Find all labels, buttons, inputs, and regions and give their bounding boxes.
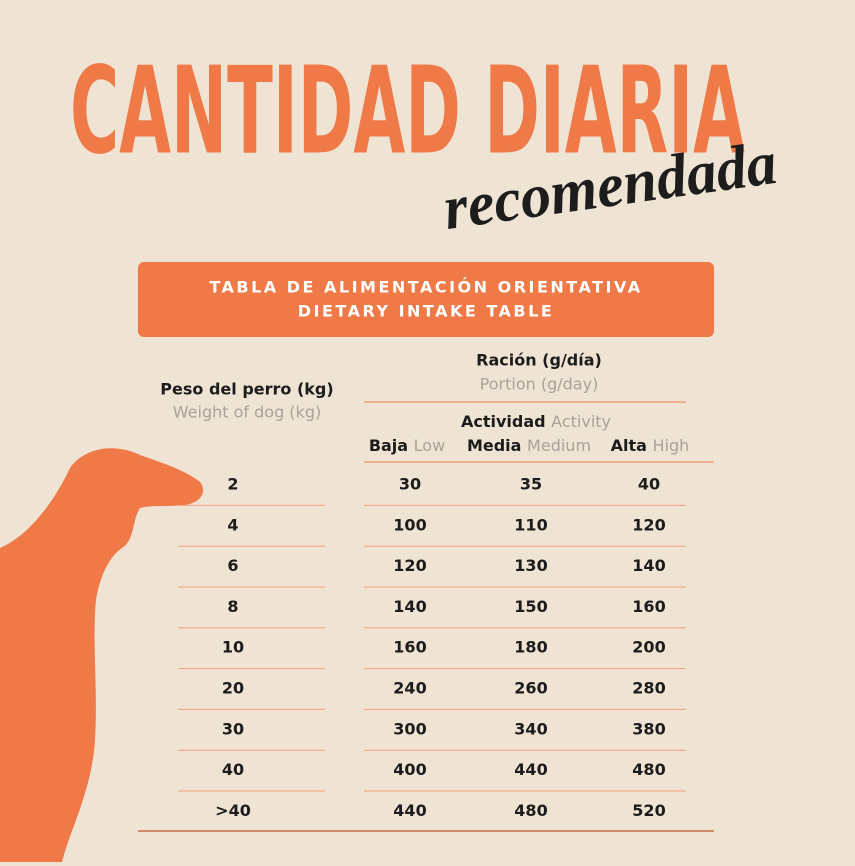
level-es: Alta bbox=[611, 436, 647, 455]
header-text: Weight of dog (kg) bbox=[173, 403, 321, 422]
level-en: Low bbox=[414, 436, 446, 455]
table-cell: 380 bbox=[632, 719, 665, 738]
table-cell: 20 bbox=[222, 679, 244, 698]
header-text: Peso del perro (kg) bbox=[160, 380, 333, 399]
level-en: Medium bbox=[527, 436, 591, 455]
table-cell: 30 bbox=[222, 719, 244, 738]
table-cell: 160 bbox=[632, 597, 665, 616]
table-cell: 40 bbox=[638, 475, 660, 494]
table-cell: 300 bbox=[393, 719, 426, 738]
levels: Baja Low Media Medium Alta High bbox=[369, 436, 690, 455]
table-cell: 200 bbox=[632, 638, 665, 657]
table-cell: >40 bbox=[215, 801, 251, 820]
table-cell: 440 bbox=[393, 801, 426, 820]
table-cell: 10 bbox=[222, 638, 244, 657]
level-es: Media bbox=[467, 436, 522, 455]
table-cell: 120 bbox=[632, 515, 665, 534]
level-label: Media Medium bbox=[467, 436, 591, 455]
table-cell: 480 bbox=[514, 801, 547, 820]
header-text: Activity bbox=[551, 412, 611, 431]
header-text: Actividad bbox=[461, 412, 546, 431]
table-cell: 130 bbox=[514, 556, 547, 575]
table-cell: 140 bbox=[632, 556, 665, 575]
level-label: Baja Low bbox=[369, 436, 445, 455]
level-label: Alta High bbox=[611, 436, 690, 455]
banner-line: DIETARY INTAKE TABLE bbox=[298, 302, 555, 321]
header-text: Portion (g/day) bbox=[480, 375, 599, 394]
table-cell: 6 bbox=[227, 556, 238, 575]
banner-line: TABLA DE ALIMENTACIÓN ORIENTATIVA bbox=[209, 278, 642, 297]
banner bbox=[138, 262, 714, 337]
table-cell: 4 bbox=[227, 515, 238, 534]
table-cell: 40 bbox=[222, 760, 244, 779]
table-cell: 140 bbox=[393, 597, 426, 616]
table-body: 2 30 35 40 4 100 110 120 6 120 130 140 8 140 150 160 10 1… bbox=[178, 475, 686, 820]
table-cell: 110 bbox=[514, 515, 547, 534]
table-cell: 100 bbox=[393, 515, 426, 534]
table-cell: 240 bbox=[393, 679, 426, 698]
table-cell: 280 bbox=[632, 679, 665, 698]
header-text: Actividad Activity bbox=[461, 412, 611, 431]
table-cell: 260 bbox=[514, 679, 547, 698]
table-cell: 2 bbox=[227, 475, 238, 494]
table-cell: 120 bbox=[393, 556, 426, 575]
level-en: High bbox=[653, 436, 690, 455]
level-es: Baja bbox=[369, 436, 408, 455]
table-cell: 150 bbox=[514, 597, 547, 616]
table-cell: 480 bbox=[632, 760, 665, 779]
header-text: Ración (g/día) bbox=[476, 351, 602, 370]
table-cell: 180 bbox=[514, 638, 547, 657]
table-cell: 440 bbox=[514, 760, 547, 779]
title: CANTIDAD DIARIA bbox=[70, 43, 745, 182]
table-cell: 30 bbox=[399, 475, 421, 494]
table-cell: 160 bbox=[393, 638, 426, 657]
table-cell: 35 bbox=[520, 475, 542, 494]
table-cell: 340 bbox=[514, 719, 547, 738]
table-cell: 400 bbox=[393, 760, 426, 779]
table-cell: 520 bbox=[632, 801, 665, 820]
table-cell: 8 bbox=[227, 597, 238, 616]
dog-silhouette bbox=[0, 448, 204, 862]
